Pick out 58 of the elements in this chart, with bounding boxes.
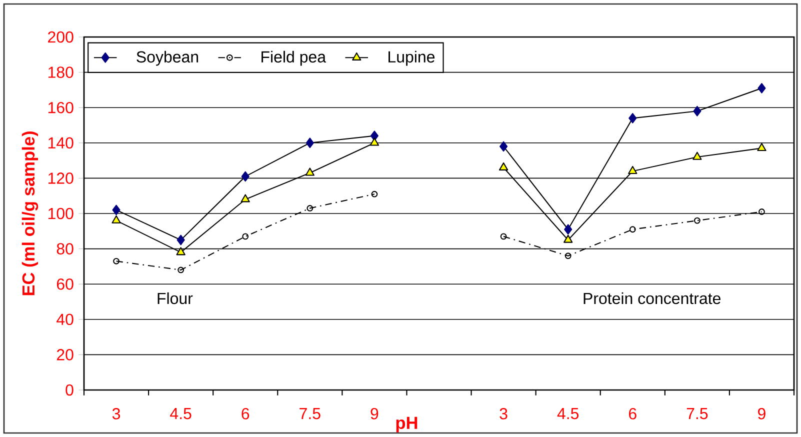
y-axis-title: EC (ml oil/g sample) xyxy=(22,132,38,296)
point xyxy=(693,106,702,116)
point xyxy=(241,171,250,182)
point xyxy=(564,252,572,260)
x-tick-label: 9 xyxy=(370,408,378,420)
point xyxy=(758,82,766,94)
point xyxy=(242,233,249,240)
legend-label: Field pea xyxy=(262,50,326,66)
point xyxy=(371,190,378,198)
point xyxy=(757,142,766,152)
y-tick-label: 20 xyxy=(56,349,74,360)
annotation: Protein concentrate xyxy=(584,292,720,304)
x-tick-label: 6 xyxy=(629,408,636,420)
point xyxy=(370,130,378,142)
y-tick-label: 200 xyxy=(48,31,74,43)
x-tick-label: 4.5 xyxy=(557,408,579,420)
legend-label: Soybean xyxy=(136,50,198,66)
point xyxy=(112,215,121,224)
y-tick-label: 140 xyxy=(48,137,74,149)
point xyxy=(758,208,765,215)
point xyxy=(178,266,184,274)
y-tick-label: 160 xyxy=(48,102,74,114)
x-tick-label: 7.5 xyxy=(300,408,320,420)
x-tick-label: 3 xyxy=(112,408,120,420)
x-tick-label: 4.5 xyxy=(170,408,192,420)
y-tick-label: 60 xyxy=(56,278,74,290)
point xyxy=(306,138,314,148)
point xyxy=(628,112,637,124)
point xyxy=(113,258,120,264)
point xyxy=(498,162,508,170)
point xyxy=(564,234,573,243)
point xyxy=(564,224,572,235)
x-tick-label: 3 xyxy=(500,408,508,420)
annotation: Flour xyxy=(158,292,193,304)
point xyxy=(500,141,508,152)
legend-label: Lupine xyxy=(388,50,435,66)
point xyxy=(370,138,380,146)
point xyxy=(176,247,186,256)
point xyxy=(628,166,638,174)
y-tick-label: 80 xyxy=(56,243,74,254)
y-tick-label: 40 xyxy=(56,314,74,326)
point xyxy=(306,205,314,212)
x-tick-label: 6 xyxy=(242,408,250,420)
x-tick-label: 9 xyxy=(758,408,766,420)
x-axis-title: pH xyxy=(396,416,418,432)
point xyxy=(692,152,702,160)
y-tick-label: 120 xyxy=(48,172,74,184)
point xyxy=(112,204,120,216)
point xyxy=(176,234,185,246)
y-tick-label: 0 xyxy=(66,384,74,396)
point xyxy=(694,217,700,224)
x-tick-label: 7.5 xyxy=(686,408,708,420)
y-tick-label: 180 xyxy=(48,66,74,78)
point xyxy=(305,168,314,176)
y-tick-label: 100 xyxy=(48,208,74,220)
point xyxy=(500,233,507,240)
point xyxy=(629,226,636,233)
point xyxy=(240,194,250,202)
